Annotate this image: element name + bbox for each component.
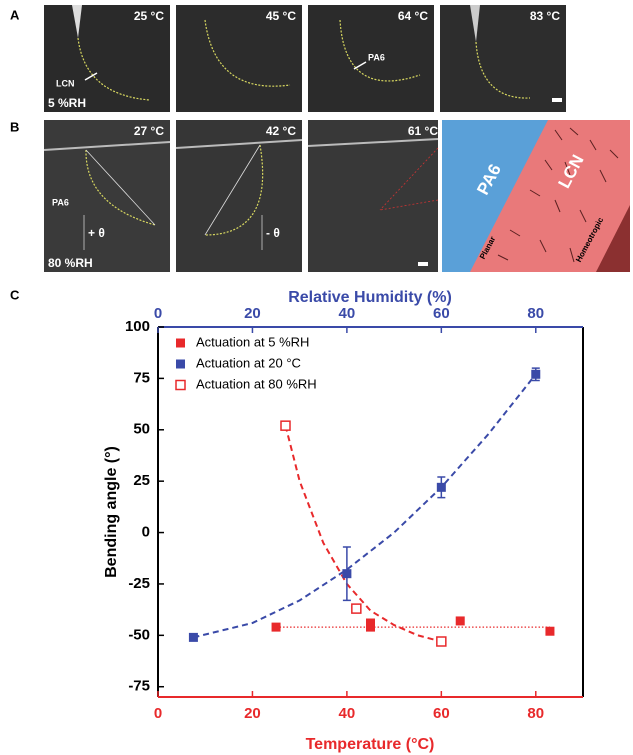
fit-curve bbox=[284, 425, 442, 643]
clamp bbox=[470, 5, 480, 42]
data-point bbox=[366, 622, 375, 632]
y-tick-label: 25 bbox=[133, 472, 150, 489]
data-point bbox=[280, 420, 291, 431]
clamp bbox=[72, 5, 82, 38]
x2-tick-label: 60 bbox=[433, 305, 450, 322]
legend-label: Actuation at 20 °C bbox=[196, 355, 301, 370]
temperature-label: 25 °C bbox=[134, 9, 164, 23]
x2-tick-label: 20 bbox=[244, 305, 261, 322]
x-tick-label: 60 bbox=[433, 705, 450, 722]
photo bbox=[176, 5, 302, 112]
sample-curve bbox=[339, 19, 421, 82]
data-point bbox=[188, 632, 198, 642]
y-axis-label: Bending angle (°) bbox=[103, 446, 120, 578]
legend-label: Actuation at 80 %RH bbox=[196, 376, 317, 391]
substrate-region bbox=[596, 205, 630, 272]
x2-axis-label: Relative Humidity (%) bbox=[288, 289, 452, 306]
guide-line bbox=[204, 144, 261, 236]
fit-curve bbox=[193, 373, 537, 639]
sample-curve bbox=[85, 149, 156, 226]
annotation: PA6 bbox=[52, 197, 69, 207]
temperature-label: 83 °C bbox=[530, 9, 560, 23]
data-point bbox=[271, 622, 281, 632]
y-tick-label: 0 bbox=[142, 524, 150, 541]
x-axis-label: Temperature (°C) bbox=[306, 736, 435, 753]
legend-marker bbox=[175, 379, 186, 391]
panel-label: C bbox=[10, 287, 20, 302]
temperature-label: 45 °C bbox=[266, 9, 296, 23]
guide-line bbox=[379, 147, 439, 211]
x-tick-label: 40 bbox=[339, 705, 356, 722]
annotation: PA6 bbox=[368, 52, 385, 62]
temperature-label: 64 °C bbox=[398, 9, 428, 23]
y-tick-label: 50 bbox=[133, 421, 150, 438]
pa6-region bbox=[442, 120, 548, 272]
sample-curve bbox=[77, 37, 151, 101]
y-tick-label: -50 bbox=[128, 626, 150, 643]
photo bbox=[440, 5, 566, 112]
y-tick-label: -75 bbox=[128, 678, 150, 695]
data-point bbox=[455, 616, 465, 626]
y-tick-label: -25 bbox=[128, 575, 150, 592]
data-point bbox=[531, 369, 541, 379]
x-tick-label: 20 bbox=[244, 705, 261, 722]
angle-label: - θ bbox=[266, 226, 280, 240]
legend-label: Actuation at 5 %RH bbox=[196, 334, 309, 349]
scale-bar bbox=[552, 98, 562, 102]
rod bbox=[175, 139, 303, 149]
humidity-label: 80 %RH bbox=[48, 256, 93, 270]
annotation: LCN bbox=[56, 78, 75, 88]
sample-curve bbox=[204, 19, 291, 87]
photo bbox=[176, 120, 302, 272]
scale-bar bbox=[418, 262, 428, 266]
sample-curve bbox=[475, 41, 531, 99]
chart: Relative Humidity (%) Temperature (°C) B… bbox=[103, 289, 584, 753]
arrow bbox=[353, 61, 367, 70]
humidity-label: 5 %RH bbox=[48, 96, 86, 110]
photo-row-a: 25 °C 45 °C 64 °C 83 °C LCN PA6 5 %RH bbox=[44, 5, 566, 112]
data-point bbox=[342, 569, 352, 579]
panel-label: B bbox=[10, 119, 19, 134]
x-tick-label: 0 bbox=[154, 705, 162, 722]
guide-line bbox=[85, 149, 156, 226]
data-point bbox=[351, 603, 362, 614]
angle-label: + θ bbox=[88, 226, 105, 240]
rod bbox=[307, 138, 439, 147]
x-tick-label: 80 bbox=[527, 705, 544, 722]
y-tick-label: 75 bbox=[133, 369, 150, 386]
photo-row-b: 27 °C 42 °C 61 °C PA6 + θ - θ 80 %RH PA6… bbox=[43, 120, 630, 272]
x2-tick-label: 80 bbox=[527, 305, 544, 322]
panel-label: A bbox=[10, 7, 20, 22]
temperature-label: 42 °C bbox=[266, 124, 296, 138]
mesogens bbox=[497, 127, 619, 263]
data-point bbox=[436, 482, 446, 492]
legend-marker bbox=[176, 338, 185, 348]
rod bbox=[43, 141, 171, 151]
data-point bbox=[436, 636, 447, 647]
arrow bbox=[84, 72, 98, 81]
temperature-label: 27 °C bbox=[134, 124, 164, 138]
data-point bbox=[545, 626, 555, 636]
photo bbox=[44, 5, 170, 112]
sample-curve bbox=[204, 144, 264, 236]
x2-tick-label: 0 bbox=[154, 305, 162, 322]
temperature-label: 61 °C bbox=[408, 124, 438, 138]
photo bbox=[308, 5, 434, 112]
y-tick-label: 100 bbox=[125, 318, 150, 335]
x2-tick-label: 40 bbox=[339, 305, 356, 322]
legend-marker bbox=[176, 359, 185, 369]
